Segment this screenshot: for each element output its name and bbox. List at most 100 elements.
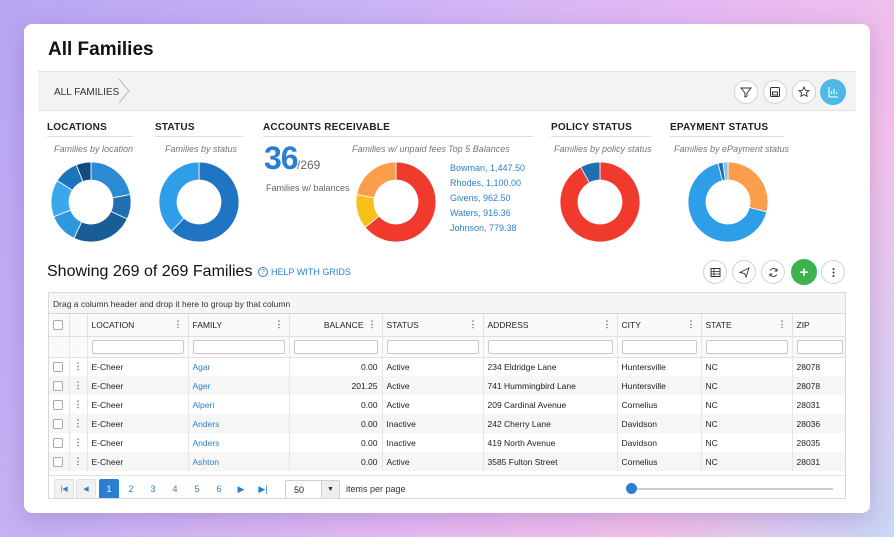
family-link[interactable]: Anders xyxy=(188,433,290,452)
first-page-button[interactable]: |◀ xyxy=(54,479,74,498)
column-header-family[interactable]: FAMILY ⋮ xyxy=(188,314,290,337)
donut-slice[interactable] xyxy=(356,161,397,199)
family-link[interactable]: Agar xyxy=(188,357,290,376)
column-header-state[interactable]: STATE ⋮ xyxy=(701,314,793,337)
send-button[interactable] xyxy=(732,260,756,284)
donut-slice[interactable] xyxy=(158,161,200,232)
locations-donut[interactable] xyxy=(50,161,132,243)
family-link[interactable]: Anders xyxy=(188,414,290,433)
column-menu-icon[interactable]: ⋮ xyxy=(367,319,377,329)
table-row[interactable]: ⋮ E-Cheer Agar 0.00 Active 234 Eldridge Lane H… xyxy=(49,357,845,376)
table-row[interactable]: ⋮ E-Cheer Anders 0.00 Inactive 242 Cherry Lan… xyxy=(49,414,845,433)
row-select-cell xyxy=(49,452,70,471)
page-button[interactable]: 5 xyxy=(194,484,200,494)
page-button[interactable]: 3 xyxy=(150,484,156,494)
top5-item[interactable]: Givens, 962.50 xyxy=(450,193,511,203)
top5-item[interactable]: Bowman, 1,447.50 xyxy=(450,163,526,173)
export-excel-button[interactable] xyxy=(703,260,727,284)
row-checkbox[interactable] xyxy=(53,437,63,448)
donut-slice[interactable] xyxy=(90,161,131,199)
filter-button[interactable] xyxy=(734,80,758,104)
select-all-checkbox[interactable] xyxy=(53,320,63,331)
balance-filter-input[interactable] xyxy=(293,339,378,354)
top5-item[interactable]: Rhodes, 1,100.00 xyxy=(450,178,522,188)
donut-slice[interactable] xyxy=(580,161,601,184)
help-with-grids-link[interactable]: ? HELP WITH GRIDS xyxy=(258,267,351,277)
prev-page-button[interactable]: ◀ xyxy=(76,479,96,498)
select-all-header[interactable] xyxy=(49,314,70,337)
column-menu-icon[interactable]: ⋮ xyxy=(173,319,183,329)
toggle-charts-button[interactable] xyxy=(820,79,846,105)
row-menu-icon[interactable]: ⋮ xyxy=(73,399,83,409)
column-header-city[interactable]: CITY ⋮ xyxy=(617,314,702,337)
column-header-location[interactable]: LOCATION ⋮ xyxy=(87,314,189,337)
table-row[interactable]: ⋮ E-Cheer Anders 0.00 Inactive 419 North Aven… xyxy=(49,433,845,452)
donut-slice[interactable] xyxy=(727,161,769,213)
policy-title: POLICY STATUS xyxy=(551,122,651,137)
table-row[interactable]: ⋮ E-Cheer Alperi 0.00 Active 209 Cardinal Ave… xyxy=(49,395,845,414)
refresh-button[interactable] xyxy=(761,260,785,284)
favorite-button[interactable] xyxy=(792,80,816,104)
column-scroll-handle[interactable] xyxy=(626,483,637,494)
column-menu-icon[interactable]: ⋮ xyxy=(468,319,478,329)
location-filter-input[interactable] xyxy=(91,339,184,354)
breadcrumb-all-families[interactable]: ALL FAMILIES xyxy=(54,87,120,98)
row-menu-icon[interactable]: ⋮ xyxy=(73,418,83,428)
column-menu-icon[interactable]: ⋮ xyxy=(602,319,612,329)
zip-filter-input[interactable] xyxy=(796,339,843,354)
address-filter-input[interactable] xyxy=(487,339,613,354)
donut-slice[interactable] xyxy=(722,161,729,181)
group-drop-zone[interactable]: Drag a column header and drop it here to… xyxy=(49,293,845,314)
row-checkbox[interactable] xyxy=(53,399,63,410)
family-filter-input[interactable] xyxy=(192,339,285,354)
page-button[interactable]: 2 xyxy=(128,484,134,494)
state-filter-input[interactable] xyxy=(705,339,788,354)
row-menu-icon[interactable]: ⋮ xyxy=(73,380,83,390)
top5-item[interactable]: Johnson, 779.38 xyxy=(450,223,517,233)
donut-slice[interactable] xyxy=(73,210,128,243)
donut-slice[interactable] xyxy=(559,161,641,243)
status-donut[interactable] xyxy=(158,161,240,243)
row-menu-icon[interactable]: ⋮ xyxy=(73,437,83,447)
save-view-button[interactable] xyxy=(763,80,787,104)
donut-slice[interactable] xyxy=(687,162,768,243)
row-checkbox[interactable] xyxy=(53,362,63,373)
donut-slice[interactable] xyxy=(364,161,437,243)
row-menu-icon[interactable]: ⋮ xyxy=(73,456,83,466)
column-menu-icon[interactable]: ⋮ xyxy=(274,319,284,329)
city-filter-input[interactable] xyxy=(621,339,697,354)
column-header-status[interactable]: STATUS ⋮ xyxy=(382,314,484,337)
column-header-balance[interactable]: BALANCE ⋮ xyxy=(289,314,383,337)
row-checkbox[interactable] xyxy=(53,418,63,429)
unpaid-fees-donut[interactable] xyxy=(355,161,437,243)
page-button[interactable]: 6 xyxy=(216,484,222,494)
family-link[interactable]: Ager xyxy=(188,376,290,395)
status-filter-input[interactable] xyxy=(386,339,479,354)
more-options-button[interactable] xyxy=(821,260,845,284)
family-link[interactable]: Ashton xyxy=(188,452,290,471)
column-menu-icon[interactable]: ⋮ xyxy=(686,319,696,329)
policy-donut[interactable] xyxy=(559,161,641,243)
row-menu-icon[interactable]: ⋮ xyxy=(73,361,83,372)
table-row[interactable]: ⋮ E-Cheer Ashton 0.00 Active 3585 Fulton Stre… xyxy=(49,452,845,471)
items-per-page-select[interactable]: 50 ▼ xyxy=(285,480,340,498)
last-page-button[interactable]: ▶| xyxy=(253,479,273,498)
row-checkbox[interactable] xyxy=(53,380,63,391)
page-button[interactable]: 1 xyxy=(99,479,119,498)
column-header-zip[interactable]: ZIP xyxy=(792,314,845,337)
column-menu-icon[interactable]: ⋮ xyxy=(777,319,787,329)
row-menu-cell: ⋮ xyxy=(69,414,88,433)
family-link[interactable]: Alperi xyxy=(188,395,290,414)
table-row[interactable]: ⋮ E-Cheer Ager 201.25 Active 741 Hummingbird … xyxy=(49,376,845,395)
add-family-button[interactable]: + xyxy=(791,259,817,285)
page-button[interactable]: 4 xyxy=(172,484,178,494)
status-title: STATUS xyxy=(155,122,243,137)
donut-slice[interactable] xyxy=(75,161,92,183)
column-header-address[interactable]: ADDRESS ⋮ xyxy=(483,314,618,337)
column-scroll-track[interactable] xyxy=(631,488,833,490)
donut-slice[interactable] xyxy=(171,161,240,243)
top5-item[interactable]: Waters, 916.36 xyxy=(450,208,511,218)
next-page-button[interactable]: ▶ xyxy=(231,479,251,498)
epayment-donut[interactable] xyxy=(687,161,769,243)
row-checkbox[interactable] xyxy=(53,456,63,467)
